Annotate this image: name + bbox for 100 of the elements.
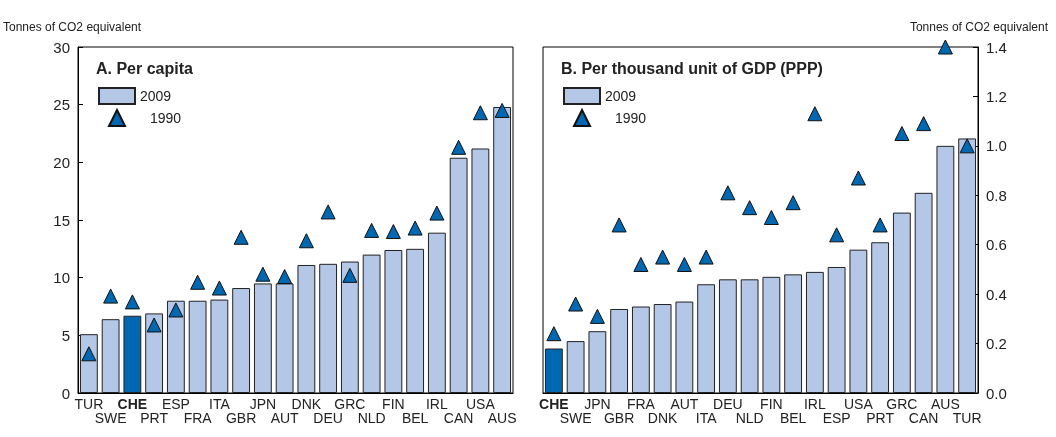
x-tick-label: SWE	[94, 410, 127, 426]
x-tick-label: FIN	[760, 396, 783, 412]
x-tick-label: JPN	[249, 396, 277, 412]
point	[124, 294, 140, 310]
x-tick-label: AUS	[930, 396, 960, 412]
point	[277, 269, 293, 285]
bar	[784, 274, 803, 393]
y-tick-label: 0	[61, 384, 70, 402]
point	[850, 170, 866, 186]
bar	[340, 261, 359, 393]
legend-label: 2009	[140, 88, 172, 104]
x-tick-label: DEU	[313, 410, 343, 426]
bar	[166, 300, 185, 393]
point	[807, 106, 823, 122]
x-tick-label: BEL	[401, 410, 429, 426]
x-tick-label: CAN	[908, 410, 939, 426]
point	[407, 220, 423, 236]
y-tick-label: 30	[53, 38, 70, 56]
x-tick-label: BEL	[779, 410, 807, 426]
x-tick-label: TUR	[74, 396, 104, 412]
x-tick-label: USA	[843, 396, 874, 412]
bar	[210, 299, 229, 393]
bar	[362, 254, 381, 393]
x-tick-label: CHE	[539, 396, 569, 412]
point	[429, 205, 445, 221]
x-tick-label: CAN	[443, 410, 474, 426]
bar	[232, 288, 251, 393]
x-tick-label: ITA	[209, 396, 231, 412]
x-tick-label: FRA	[183, 410, 213, 426]
text: A. Per capita	[96, 59, 194, 77]
point	[633, 256, 649, 272]
bar	[123, 315, 142, 393]
point	[763, 210, 779, 226]
x-tick-label: GRC	[334, 396, 366, 412]
legend-label: 1990	[150, 110, 182, 126]
point	[785, 195, 801, 211]
bar	[740, 279, 759, 393]
bar	[631, 306, 650, 393]
x-tick-label: FRA	[626, 396, 656, 412]
point	[298, 233, 314, 249]
point	[146, 317, 162, 333]
bar	[697, 284, 716, 393]
bar	[427, 232, 446, 393]
x-tick-label: DNK	[291, 396, 322, 412]
point	[894, 126, 910, 141]
bar	[958, 138, 977, 393]
y2-tick-label: 0.0	[986, 384, 1007, 402]
bar	[849, 249, 868, 393]
bar	[253, 283, 272, 393]
y2-tick-label: 0.4	[986, 285, 1007, 303]
text: B. Per thousand unit of GDP (PPP)	[561, 59, 823, 77]
bar	[275, 283, 294, 393]
bar	[384, 249, 403, 393]
x-tick-label: NLD	[357, 410, 386, 426]
point	[494, 102, 510, 118]
x-tick-label: GBR	[603, 410, 635, 426]
x-tick-label: IRL	[803, 396, 826, 412]
y-axis-title: Tonnes of CO2 equivalent	[3, 20, 142, 34]
y2-tick-label: 0.2	[986, 335, 1007, 353]
bar	[544, 348, 563, 393]
y-tick-label: 15	[53, 211, 70, 229]
point	[342, 267, 358, 283]
bar	[319, 263, 338, 393]
x-tick-label: PRT	[140, 410, 169, 426]
bar	[718, 279, 737, 393]
bar	[449, 157, 468, 393]
bar	[675, 301, 694, 393]
x-tick-label: JPN	[584, 396, 611, 412]
point	[937, 39, 953, 55]
bar	[892, 212, 911, 393]
x-tick-label: NLD	[735, 410, 764, 426]
point	[872, 217, 888, 233]
point	[676, 256, 692, 272]
point	[320, 204, 336, 220]
x-tick-label: FIN	[382, 396, 405, 412]
x-tick-label: DEU	[713, 396, 743, 412]
bar	[566, 341, 585, 393]
x-tick-label: TUR	[952, 410, 982, 426]
point	[472, 105, 488, 121]
y2-axis-title: Tonnes of CO2 equivalent	[909, 20, 1049, 34]
x-tick-label: USA	[465, 396, 496, 412]
point	[611, 217, 627, 233]
x-tick-label: SWE	[559, 410, 592, 426]
x-tick-label: DNK	[647, 410, 679, 426]
point	[255, 266, 271, 282]
point	[916, 116, 932, 132]
point	[655, 249, 671, 265]
point	[364, 222, 380, 238]
x-tick-label: AUT	[670, 396, 699, 412]
legend-label: 2009	[605, 88, 637, 104]
x-tick-label: GBR	[225, 410, 257, 426]
bar	[610, 308, 629, 393]
point	[190, 274, 206, 290]
bar	[827, 266, 846, 393]
point	[451, 139, 467, 155]
point	[720, 185, 736, 201]
bar	[653, 304, 672, 393]
y2-tick-label: 0.8	[986, 186, 1007, 204]
y2-tick-label: 1.2	[986, 87, 1007, 105]
point	[698, 249, 714, 265]
